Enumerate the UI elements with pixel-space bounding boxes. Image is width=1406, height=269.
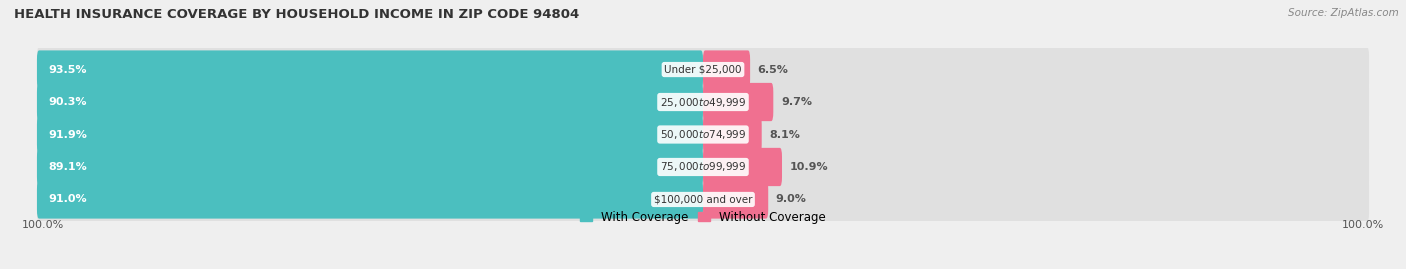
Text: $25,000 to $49,999: $25,000 to $49,999	[659, 95, 747, 108]
Text: 10.9%: 10.9%	[790, 162, 828, 172]
FancyBboxPatch shape	[37, 180, 703, 219]
FancyBboxPatch shape	[703, 180, 768, 219]
Text: 90.3%: 90.3%	[48, 97, 87, 107]
FancyBboxPatch shape	[37, 50, 703, 89]
FancyBboxPatch shape	[37, 111, 1369, 158]
FancyBboxPatch shape	[37, 144, 1369, 190]
FancyBboxPatch shape	[37, 83, 703, 121]
Text: HEALTH INSURANCE COVERAGE BY HOUSEHOLD INCOME IN ZIP CODE 94804: HEALTH INSURANCE COVERAGE BY HOUSEHOLD I…	[14, 8, 579, 21]
Text: 89.1%: 89.1%	[48, 162, 87, 172]
FancyBboxPatch shape	[703, 115, 762, 154]
Text: Source: ZipAtlas.com: Source: ZipAtlas.com	[1288, 8, 1399, 18]
Legend: With Coverage, Without Coverage: With Coverage, Without Coverage	[575, 206, 831, 228]
Text: 91.0%: 91.0%	[48, 194, 87, 204]
Text: 93.5%: 93.5%	[48, 65, 87, 75]
FancyBboxPatch shape	[37, 46, 1369, 93]
FancyBboxPatch shape	[37, 115, 703, 154]
FancyBboxPatch shape	[37, 79, 1369, 125]
Text: $100,000 and over: $100,000 and over	[654, 194, 752, 204]
Text: $50,000 to $74,999: $50,000 to $74,999	[659, 128, 747, 141]
Text: 9.0%: 9.0%	[776, 194, 807, 204]
Text: 9.7%: 9.7%	[780, 97, 811, 107]
FancyBboxPatch shape	[37, 176, 1369, 223]
Text: 8.1%: 8.1%	[769, 129, 800, 140]
Text: 100.0%: 100.0%	[1343, 220, 1385, 230]
Text: 100.0%: 100.0%	[21, 220, 63, 230]
FancyBboxPatch shape	[37, 148, 703, 186]
Text: 91.9%: 91.9%	[48, 129, 87, 140]
FancyBboxPatch shape	[703, 83, 773, 121]
FancyBboxPatch shape	[703, 148, 782, 186]
Text: $75,000 to $99,999: $75,000 to $99,999	[659, 161, 747, 174]
FancyBboxPatch shape	[703, 50, 751, 89]
Text: Under $25,000: Under $25,000	[664, 65, 742, 75]
Text: 6.5%: 6.5%	[758, 65, 789, 75]
